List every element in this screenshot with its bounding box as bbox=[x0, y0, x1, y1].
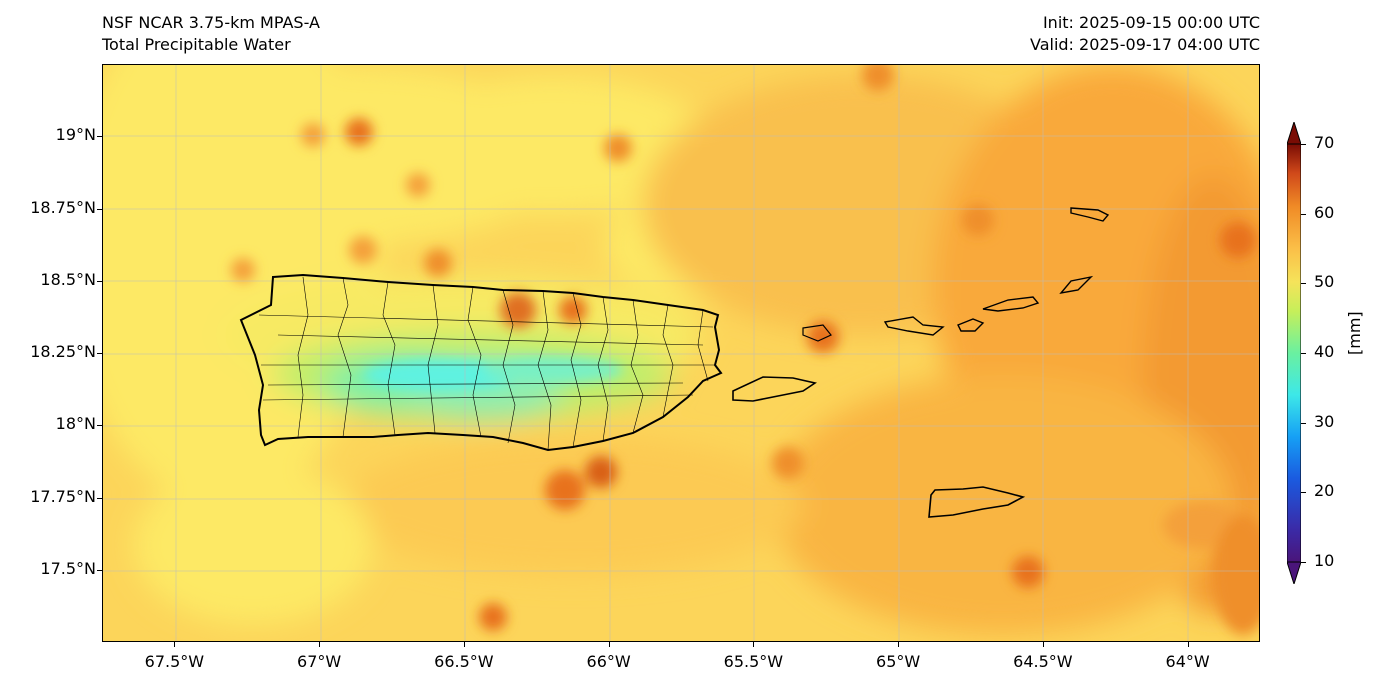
lat-tick-label: 18.25°N bbox=[30, 342, 96, 361]
lon-tick-label: 64.5°W bbox=[1013, 652, 1073, 671]
colorbar-extend-max bbox=[1287, 122, 1301, 145]
lat-tick-label: 17.75°N bbox=[30, 486, 96, 506]
st-thomas-coast bbox=[883, 316, 945, 336]
colorbar bbox=[1287, 122, 1301, 584]
lat-tick-mark bbox=[97, 280, 102, 282]
colorbar-tick-mark bbox=[1301, 353, 1306, 354]
lon-tick-label: 66.5°W bbox=[434, 652, 494, 671]
lat-tick-mark bbox=[97, 497, 102, 499]
lat-tick-mark bbox=[97, 569, 102, 571]
virgin-gorda-coast bbox=[1059, 275, 1094, 295]
lon-tick-mark bbox=[319, 642, 321, 647]
lat-tick-label: 18.5°N bbox=[40, 269, 96, 289]
colorbar-gradient bbox=[1287, 143, 1301, 563]
tpw-field bbox=[103, 65, 1259, 635]
lat-tick-mark bbox=[97, 425, 102, 427]
lon-tick-mark bbox=[898, 642, 900, 647]
map-panel bbox=[102, 64, 1260, 642]
init-time: Init: 2025-09-15 00:00 UTC bbox=[1042, 13, 1260, 32]
municipality-borders bbox=[258, 276, 715, 451]
lon-tick-mark bbox=[1042, 642, 1044, 647]
field-name: Total Precipitable Water bbox=[102, 35, 291, 54]
colorbar-tick-mark bbox=[1301, 144, 1306, 145]
lat-tick-label: 19°N bbox=[55, 125, 96, 145]
colorbar-tick-mark bbox=[1301, 283, 1306, 285]
colorbar-unit: [mm] bbox=[1345, 311, 1364, 355]
lon-tick-mark bbox=[1187, 642, 1189, 647]
colorbar-tick-label: 20 bbox=[1314, 481, 1335, 501]
lat-tick-mark bbox=[97, 353, 102, 354]
lon-tick-mark bbox=[463, 642, 465, 647]
st-croix-coast bbox=[928, 486, 1026, 518]
tortola-coast bbox=[982, 296, 1040, 312]
tpw-maxima bbox=[231, 65, 1259, 635]
time-info: Init: 2025-09-15 00:00 UTC Valid: 2025-0… bbox=[1030, 12, 1260, 56]
lon-tick-label: 64°W bbox=[1165, 652, 1210, 671]
lat-tick-mark bbox=[97, 136, 102, 138]
map-canvas bbox=[103, 65, 1259, 641]
colorbar-tick-mark bbox=[1301, 562, 1306, 563]
model-name: NSF NCAR 3.75-km MPAS-A bbox=[102, 13, 320, 32]
lat-tick-mark bbox=[97, 208, 102, 210]
lat-tick-label: 18.75°N bbox=[30, 197, 96, 217]
colorbar-tick-mark bbox=[1301, 213, 1306, 215]
lon-tick-label: 67°W bbox=[297, 652, 342, 671]
gridlines bbox=[103, 65, 1259, 641]
colorbar-tick-label: 70 bbox=[1314, 133, 1335, 152]
colorbar-tick-mark bbox=[1301, 422, 1306, 424]
colorbar-extend-min bbox=[1287, 561, 1301, 584]
colorbar-tick-label: 50 bbox=[1314, 272, 1335, 292]
colorbar-tick-label: 60 bbox=[1314, 202, 1335, 222]
lat-tick-label: 18°N bbox=[55, 414, 96, 434]
lon-tick-mark bbox=[174, 642, 176, 647]
anegada-coast bbox=[1070, 207, 1110, 222]
colorbar-tick-mark bbox=[1301, 492, 1306, 494]
lat-tick-label: 17.5°N bbox=[40, 558, 96, 578]
culebra-coast bbox=[802, 324, 832, 342]
st-john-coast bbox=[957, 318, 985, 332]
colorbar-tick-label: 30 bbox=[1314, 411, 1335, 431]
colorbar-tick-label: 10 bbox=[1314, 551, 1335, 570]
lon-tick-label: 65°W bbox=[876, 652, 921, 671]
lon-tick-label: 66°W bbox=[586, 652, 631, 671]
valid-time: Valid: 2025-09-17 04:00 UTC bbox=[1029, 35, 1260, 54]
lon-tick-mark bbox=[753, 642, 755, 647]
vieques-coast bbox=[732, 376, 817, 402]
lon-tick-label: 67.5°W bbox=[144, 652, 205, 671]
map-title: NSF NCAR 3.75-km MPAS-A Total Precipitab… bbox=[102, 12, 320, 56]
lon-tick-label: 65.5°W bbox=[723, 652, 784, 671]
lon-tick-mark bbox=[608, 642, 610, 647]
colorbar-tick-label: 40 bbox=[1314, 342, 1335, 361]
